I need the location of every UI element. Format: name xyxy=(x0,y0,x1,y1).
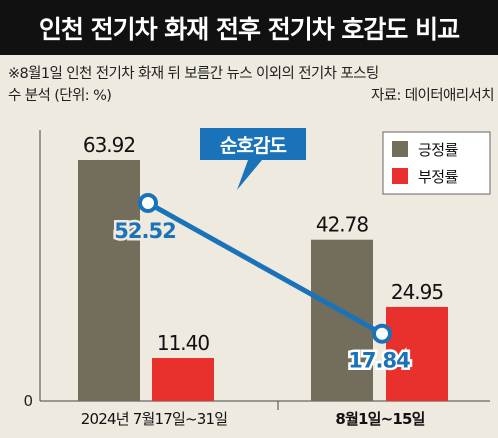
bar-positive-period1 xyxy=(78,160,140,401)
category-label-period1: 2024년 7월17일~31일 xyxy=(81,410,227,428)
net-value-label-period2: 17.84 xyxy=(348,349,410,373)
bar-negative-period2 xyxy=(386,306,448,401)
net-callout-label: 순호감도 xyxy=(220,135,286,157)
value-label-positive-period1: 63.92 xyxy=(83,133,135,157)
legend-swatch-negative xyxy=(392,168,408,184)
chart-title: 인천 전기차 화재 전후 전기차 호감도 비교 xyxy=(0,0,498,55)
chart-note: ※8월1일 인천 전기차 화재 뒤 보름간 뉴스 이외의 전기차 포스팅 수 분… xyxy=(8,63,495,107)
net-point-period2 xyxy=(372,323,392,344)
net-point-period1 xyxy=(138,192,158,213)
bar-positive-period2 xyxy=(311,239,373,401)
value-label-negative-period2: 24.95 xyxy=(391,280,443,304)
bar-negative-period1 xyxy=(152,358,214,401)
legend-label-negative: 부정률 xyxy=(418,168,459,186)
note-line-2: 수 분석 (단위: %) xyxy=(8,88,112,104)
legend-swatch-positive xyxy=(392,141,408,157)
legend: 긍정률 부정률 xyxy=(382,131,491,195)
category-label-period2: 8월1일~15일 xyxy=(335,410,424,428)
value-label-positive-period2: 42.78 xyxy=(316,213,369,237)
net-callout-box xyxy=(200,128,306,190)
note-line-1: ※8월1일 인천 전기차 화재 뒤 보름간 뉴스 이외의 전기차 포스팅 xyxy=(8,66,379,82)
value-label-negative-period1: 11.40 xyxy=(157,331,210,355)
source-label: 자료: 데이터애리서치 xyxy=(371,88,495,104)
net-value-label-period1: 52.52 xyxy=(114,219,175,243)
legend-label-positive: 긍정률 xyxy=(418,141,459,159)
net-favorability-line xyxy=(146,200,384,336)
y-tick-label: 0 xyxy=(23,392,33,410)
